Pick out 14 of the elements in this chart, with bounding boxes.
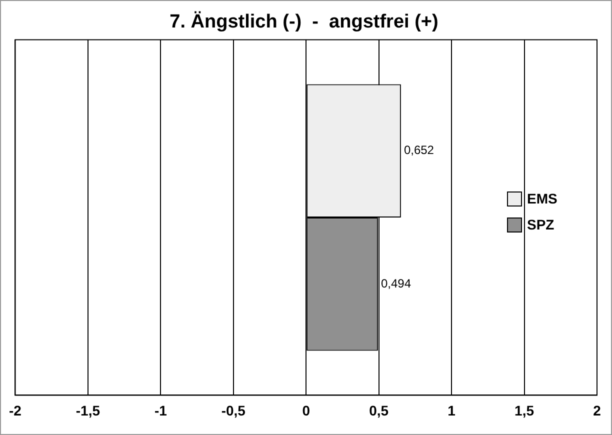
- x-tick-label: 0: [302, 402, 310, 418]
- x-tick-label: -1: [154, 402, 168, 418]
- x-tick-label: 1: [448, 402, 456, 418]
- x-tick-label: -1,5: [76, 402, 100, 418]
- chart-title: 7. Ängstlich (-) - angstfrei (+): [170, 10, 438, 33]
- data-label: 0,652: [404, 143, 434, 158]
- x-tick-label: 0,5: [369, 402, 389, 418]
- x-tick-label: 1,5: [514, 402, 534, 418]
- x-tick-label: 2: [593, 402, 602, 418]
- x-tick-label: -0,5: [221, 402, 246, 418]
- legend-label: SPZ: [527, 216, 555, 232]
- legend-label: EMS: [527, 190, 558, 206]
- x-tick-label: -2: [9, 402, 22, 418]
- data-label: 0,494: [380, 276, 412, 290]
